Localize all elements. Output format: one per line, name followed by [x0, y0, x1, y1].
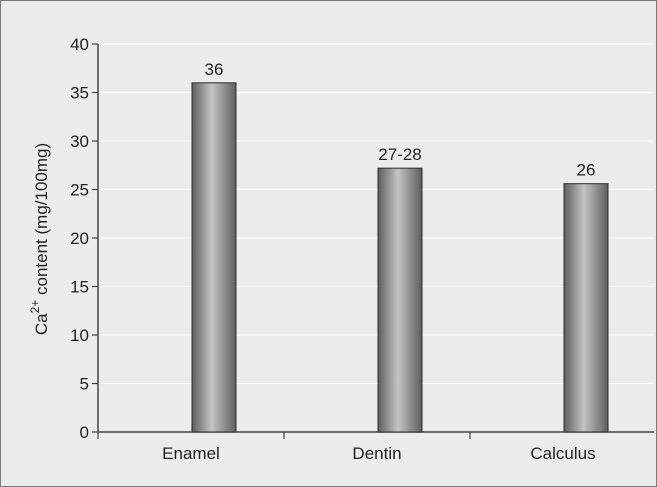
- y-axis-title-suffix: content (mg/100mg): [32, 143, 51, 300]
- gridlines: [98, 43, 654, 384]
- y-tick-label: 5: [80, 375, 89, 394]
- x-tick-label-calculus: Calculus: [530, 444, 595, 463]
- y-axis-title: Ca2+ content (mg/100mg): [28, 143, 51, 335]
- y-tick-label: 10: [70, 326, 89, 345]
- data-label-calculus: 26: [577, 161, 596, 180]
- y-tick-label: 35: [70, 84, 89, 103]
- y-tick-label: 0: [80, 423, 89, 442]
- y-tick-label: 40: [70, 35, 89, 54]
- bar-enamel: [191, 82, 237, 433]
- y-tick-label: 30: [70, 132, 89, 151]
- data-labels: 36 27-28 26: [205, 60, 596, 180]
- bar-dentin: [377, 167, 423, 433]
- x-tick-label-enamel: Enamel: [162, 444, 220, 463]
- x-tick-label-dentin: Dentin: [352, 444, 401, 463]
- data-label-dentin: 27-28: [378, 145, 421, 164]
- y-axis-title-prefix: Ca: [32, 313, 51, 335]
- y-axis-title-superscript: 2+: [28, 300, 42, 314]
- y-tick-label: 25: [70, 181, 89, 200]
- data-label-enamel: 36: [205, 60, 224, 79]
- y-axis-ticks: 0 5 10 15 20 25 30 35 40: [70, 35, 98, 442]
- y-tick-label: 20: [70, 229, 89, 248]
- bars: [191, 82, 609, 433]
- bar-calculus: [563, 183, 609, 433]
- y-tick-label: 15: [70, 278, 89, 297]
- x-axis-categories: Enamel Dentin Calculus: [162, 444, 595, 463]
